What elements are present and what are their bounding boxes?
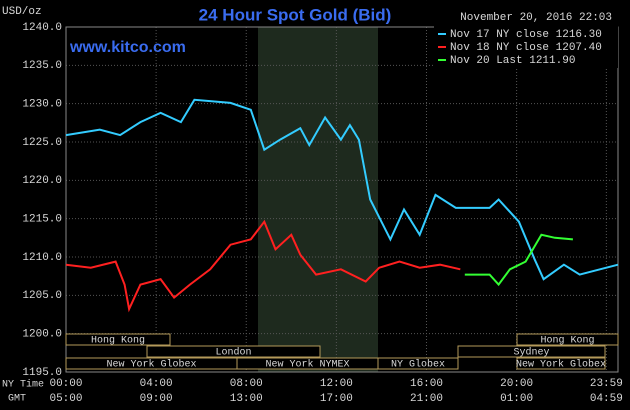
legend-label: Nov 20 Last 1211.90 [450,55,575,67]
plot-frame [65,26,619,373]
session-box [146,345,321,358]
subtitle: www.kitco.com [69,39,186,56]
x-axis-label: NY Time [2,379,44,391]
y-axis-label: USD/oz [2,6,42,18]
y-tick-label: 1220.0 [22,175,62,187]
y-tick-label: 1225.0 [22,137,62,149]
session-box [457,345,606,358]
session-label: London [215,347,251,359]
x2-tick-label: 04:59 [590,393,623,405]
nymex-shade [258,27,378,372]
x-tick-label: 12:00 [320,378,353,390]
x-tick-label: 08:00 [230,378,263,390]
session-label: Sydney [513,347,549,359]
legend-box [434,26,618,68]
x2-tick-label: 21:00 [410,393,443,405]
x2-tick-label: 01:00 [500,393,533,405]
session-box [516,333,619,346]
legend-label: Nov 17 NY close 1216.30 [450,29,602,41]
y-tick-label: 1235.0 [22,60,62,72]
series-line [65,98,619,281]
legend-label: Nov 18 NY close 1207.40 [450,42,602,54]
y-tick-label: 1230.0 [22,99,62,111]
chart-title: 24 Hour Spot Gold (Bid) [199,5,392,24]
x2-axis-label: GMT [8,394,26,405]
y-tick-label: 1215.0 [22,214,62,226]
series-line [464,233,573,287]
series-line [65,219,461,313]
session-label: NY Globex [391,359,445,371]
x-tick-label: 23:59 [590,378,623,390]
x2-tick-label: 05:00 [49,393,82,405]
date: November 20, 2016 22:03 [460,12,612,24]
y-tick-label: 1210.0 [22,252,62,264]
x-tick-label: 00:00 [49,378,82,390]
session-label: Hong Kong [540,336,594,347]
session-label: New York Globex [106,359,196,371]
session-label: Hong Kong [91,336,145,347]
x-tick-label: 20:00 [500,378,533,390]
session-box [516,357,606,370]
session-label: New York Globex [516,359,606,371]
x-tick-label: 04:00 [140,378,173,390]
session-box [65,333,171,346]
y-tick-label: 1240.0 [22,22,62,34]
session-box [377,357,459,370]
session-label: New York NYMEX [265,359,349,371]
x2-tick-label: 09:00 [140,393,173,405]
y-tick-label: 1195.0 [22,367,62,379]
x2-tick-label: 13:00 [230,393,263,405]
y-tick-label: 1200.0 [22,329,62,341]
x-tick-label: 16:00 [410,378,443,390]
y-tick-label: 1205.0 [22,290,62,302]
x2-tick-label: 17:00 [320,393,353,405]
